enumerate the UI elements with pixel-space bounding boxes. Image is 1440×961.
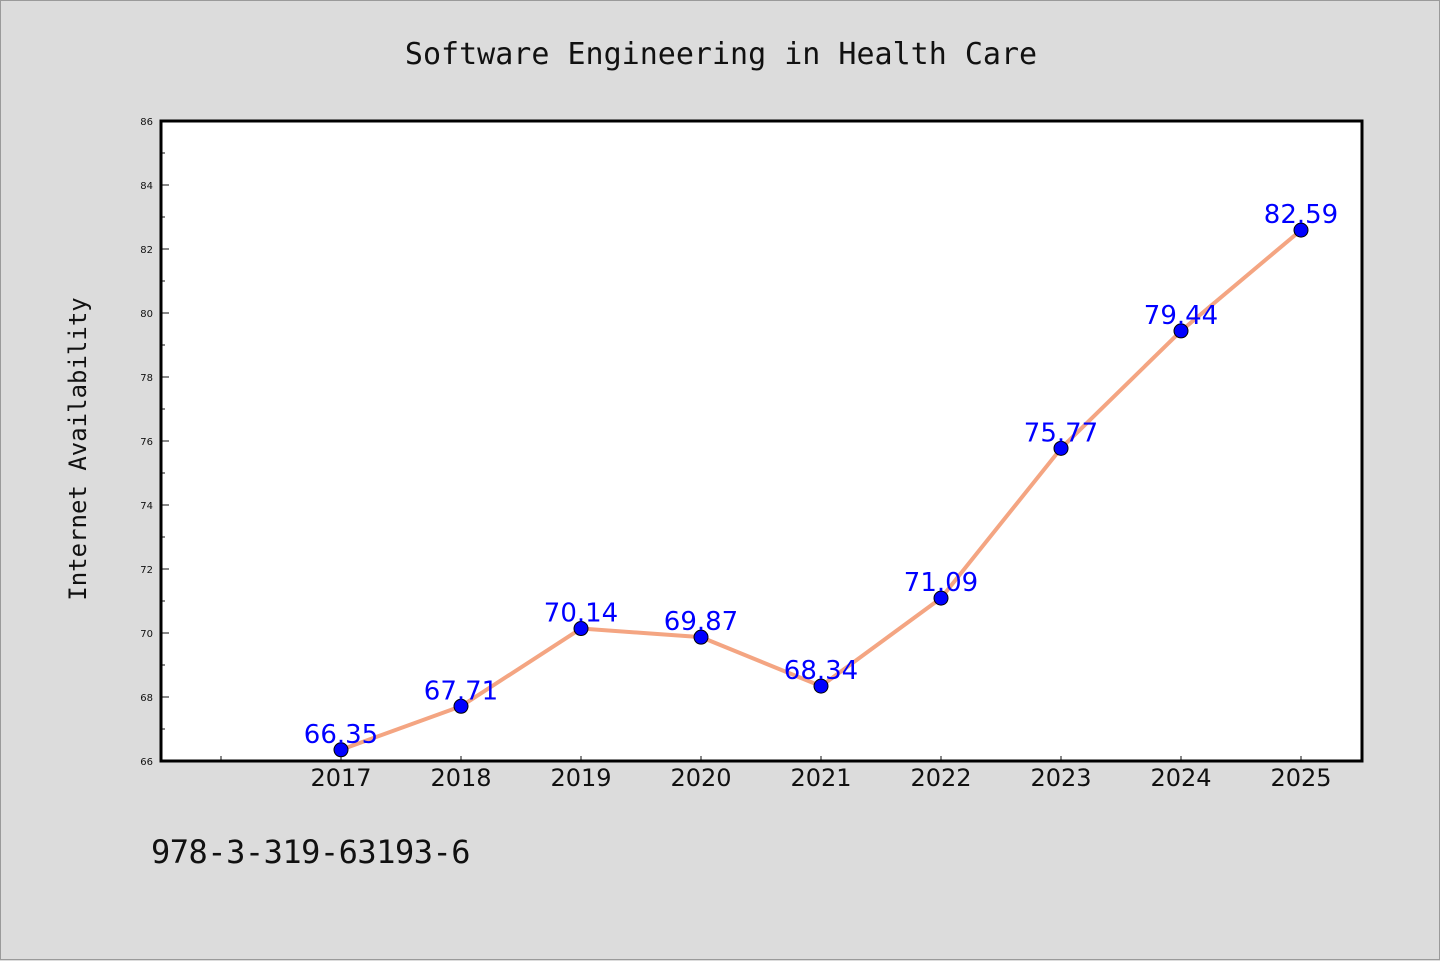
y-tick-label-4: 74	[140, 501, 153, 512]
y-tick-label-3: 72	[140, 565, 153, 576]
data-point-6	[1053, 440, 1069, 456]
plot-background	[161, 121, 1362, 761]
data-point-3	[693, 629, 709, 645]
isbn-code: 978-3-319-63193-6	[151, 833, 471, 871]
x-tick-label-2: 2019	[550, 764, 611, 792]
x-tick-label-6: 2023	[1030, 764, 1091, 792]
data-point-2	[573, 621, 589, 637]
x-tick-label-5: 2022	[910, 764, 971, 792]
y-tick-label-0: 66	[140, 757, 153, 768]
x-tick-label-0: 2017	[310, 764, 371, 792]
data-label-4: 68.34	[784, 656, 858, 686]
data-point-1	[453, 698, 469, 714]
plot-border	[159, 119, 1364, 763]
y-tick-label-1: 68	[140, 693, 153, 704]
data-label-3: 69.87	[664, 607, 738, 637]
y-tick-label-5: 76	[140, 437, 153, 448]
chart-title: Software Engineering in Health Care	[405, 37, 1037, 72]
data-label-2: 70.14	[544, 599, 618, 629]
x-tick-label-7: 2024	[1150, 764, 1211, 792]
data-point-5	[933, 590, 949, 606]
data-label-0: 66.35	[304, 720, 378, 750]
data-label-6: 75.77	[1024, 418, 1098, 448]
y-tick-label-6: 78	[140, 373, 153, 384]
data-label-1: 67.71	[424, 676, 498, 706]
data-label-5: 71.09	[904, 568, 978, 598]
y-tick-label-9: 84	[140, 181, 153, 192]
data-point-0	[333, 742, 349, 758]
y-tick-label-7: 80	[140, 309, 153, 320]
data-label-8: 82.59	[1264, 200, 1338, 230]
data-point-8	[1293, 222, 1309, 238]
data-point-4	[813, 678, 829, 694]
data-label-7: 79.44	[1144, 301, 1218, 331]
y-tick-label-8: 82	[140, 245, 153, 256]
y-tick-label-10: 86	[140, 117, 153, 128]
plot-area: 66 68 70 72 74 76 78 80 82 84 86 2017 2018 2019 2020 20…	[140, 117, 1364, 792]
y-tick-label-2: 70	[140, 629, 153, 640]
x-tick-label-1: 2018	[430, 764, 491, 792]
x-tick-label-3: 2020	[670, 764, 731, 792]
data-point-7	[1173, 323, 1189, 339]
y-axis-label: Internet Availability	[64, 297, 92, 600]
x-tick-label-4: 2021	[790, 764, 851, 792]
x-tick-label-8: 2025	[1270, 764, 1331, 792]
